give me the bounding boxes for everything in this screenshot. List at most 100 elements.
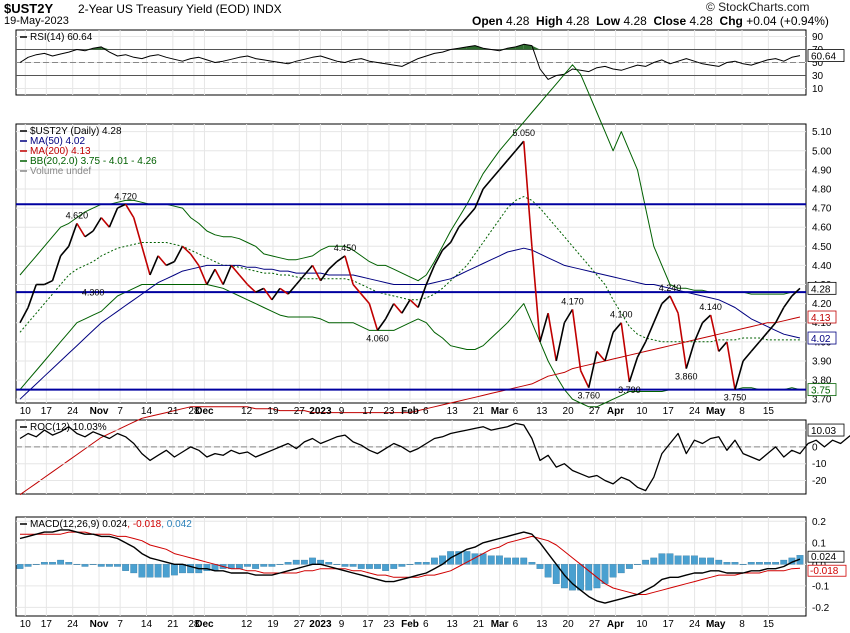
x-tick-label: 14 — [141, 406, 153, 417]
price-segment — [376, 318, 387, 331]
macd-histogram-bar — [650, 557, 658, 565]
macd-histogram-bar — [642, 559, 650, 565]
rsi-legend: RSI(14) 60.64 — [30, 32, 93, 43]
price-segment — [539, 312, 549, 343]
macd-histogram-bar — [406, 564, 414, 565]
rsi-overbought-fill — [466, 45, 475, 50]
price-current-box — [807, 281, 837, 295]
roc-line — [19, 422, 850, 492]
price-segment — [360, 293, 370, 305]
x-tick-label: Apr — [607, 406, 624, 417]
macd-histogram-bar — [252, 564, 260, 569]
instrument-name: 2-Year US Treasury Yield (EOD) INDX — [78, 2, 282, 16]
x-tick-label: 9 — [339, 619, 345, 630]
price-segment — [108, 207, 119, 228]
price-segment — [60, 245, 70, 257]
x-tick-label: 10 — [636, 619, 648, 630]
ma50-line — [19, 247, 801, 400]
y-tick-label: -0.2 — [812, 603, 830, 614]
x-tick-label: 21 — [473, 619, 485, 630]
macd-histogram-bar — [146, 564, 154, 578]
price-annotation: 4.170 — [561, 296, 584, 306]
price-segment — [100, 217, 110, 228]
macd-histogram-bar — [487, 555, 495, 565]
macd-histogram-bar — [341, 564, 349, 567]
rsi-current-label: 60.64 — [811, 52, 836, 63]
macd-histogram-bar — [560, 564, 568, 589]
x-tick-label: Nov — [90, 406, 109, 417]
macd-histogram-bar — [577, 564, 585, 591]
panel-4-frame — [15, 516, 807, 617]
x-tick-label: 6 — [423, 406, 429, 417]
price-segment — [661, 295, 671, 305]
price-segment — [255, 287, 265, 293]
price-segment — [718, 341, 728, 352]
x-tick-label: 2023 — [309, 619, 332, 630]
y-tick-label: 50 — [812, 58, 824, 69]
x-tick-label: 14 — [141, 619, 153, 630]
price-segment — [791, 287, 801, 297]
macd-histogram-bar — [300, 559, 308, 565]
ohlc-readout: Open 4.28 High 4.28 Low 4.28 Close 4.28 … — [472, 14, 829, 28]
macd-histogram-bar — [414, 562, 422, 565]
x-tick-label: 8 — [739, 406, 745, 417]
macd-histogram-bar — [625, 564, 633, 569]
macd-legend-part: MACD(12,26,9) 0.024 — [30, 519, 128, 530]
x-tick-label: 20 — [563, 619, 575, 630]
price-segment — [449, 226, 460, 243]
price-segment — [653, 303, 663, 324]
x-tick-label: 17 — [663, 406, 675, 417]
y-tick-label: 4.40 — [812, 261, 832, 272]
macd-histogram-bar — [154, 564, 162, 578]
macd-histogram-bar — [723, 562, 731, 565]
macd-histogram-bar — [374, 564, 381, 569]
price-segment — [522, 141, 533, 247]
x-tick-label: 19 — [267, 619, 279, 630]
macd-histogram-bar — [24, 564, 32, 567]
price-segment — [458, 217, 468, 228]
macd-histogram-bar — [682, 555, 690, 565]
macd-histogram-bar — [430, 557, 438, 565]
price-segment — [506, 150, 517, 161]
price-segment — [474, 188, 484, 209]
price-segment — [547, 313, 558, 362]
x-tick-label: 17 — [41, 619, 53, 630]
macd-histogram-bar — [495, 555, 503, 565]
price-segment — [555, 322, 566, 362]
price-annotation: 4.100 — [610, 310, 633, 320]
price-segment — [352, 284, 362, 295]
macd-histogram-bar — [780, 559, 788, 565]
macd-signal-current-label: -0.018 — [810, 566, 839, 577]
price-segment — [685, 341, 696, 369]
x-tick-label: Dec — [195, 406, 214, 417]
price-current-box — [807, 331, 837, 345]
x-tick-label: 6 — [513, 406, 519, 417]
price-segment — [515, 140, 525, 152]
price-current-label: 4.13 — [811, 313, 831, 324]
x-tick-label: 12 — [241, 406, 253, 417]
price-legend-item: $UST2Y (Daily) 4.28 — [30, 126, 122, 137]
x-tick-label: 17 — [41, 406, 53, 417]
macd-histogram-bar — [658, 553, 666, 565]
price-segment — [67, 223, 78, 247]
macd-histogram-bar — [455, 551, 463, 565]
ma200-line — [19, 316, 801, 496]
x-tick-label: 23 — [383, 619, 395, 630]
x-tick-label: 24 — [67, 406, 79, 417]
x-tick-label: 23 — [383, 406, 395, 417]
macd-histogram-bar — [65, 562, 73, 565]
macd-histogram-bar — [690, 555, 698, 565]
price-segment — [368, 303, 379, 331]
rsi-overbought-fill — [515, 44, 524, 50]
macd-histogram-bar — [463, 551, 471, 565]
x-tick-label: 2023 — [309, 406, 332, 417]
price-segment — [141, 246, 151, 276]
y-tick-label: 3.90 — [812, 356, 832, 367]
y-tick-label: 0.1 — [812, 538, 826, 549]
rsi-current-box — [807, 49, 845, 62]
macd-histogram-bar — [755, 562, 763, 565]
price-segment — [726, 341, 736, 390]
price-segment — [531, 246, 541, 342]
x-tick-label: Mar — [491, 619, 509, 630]
